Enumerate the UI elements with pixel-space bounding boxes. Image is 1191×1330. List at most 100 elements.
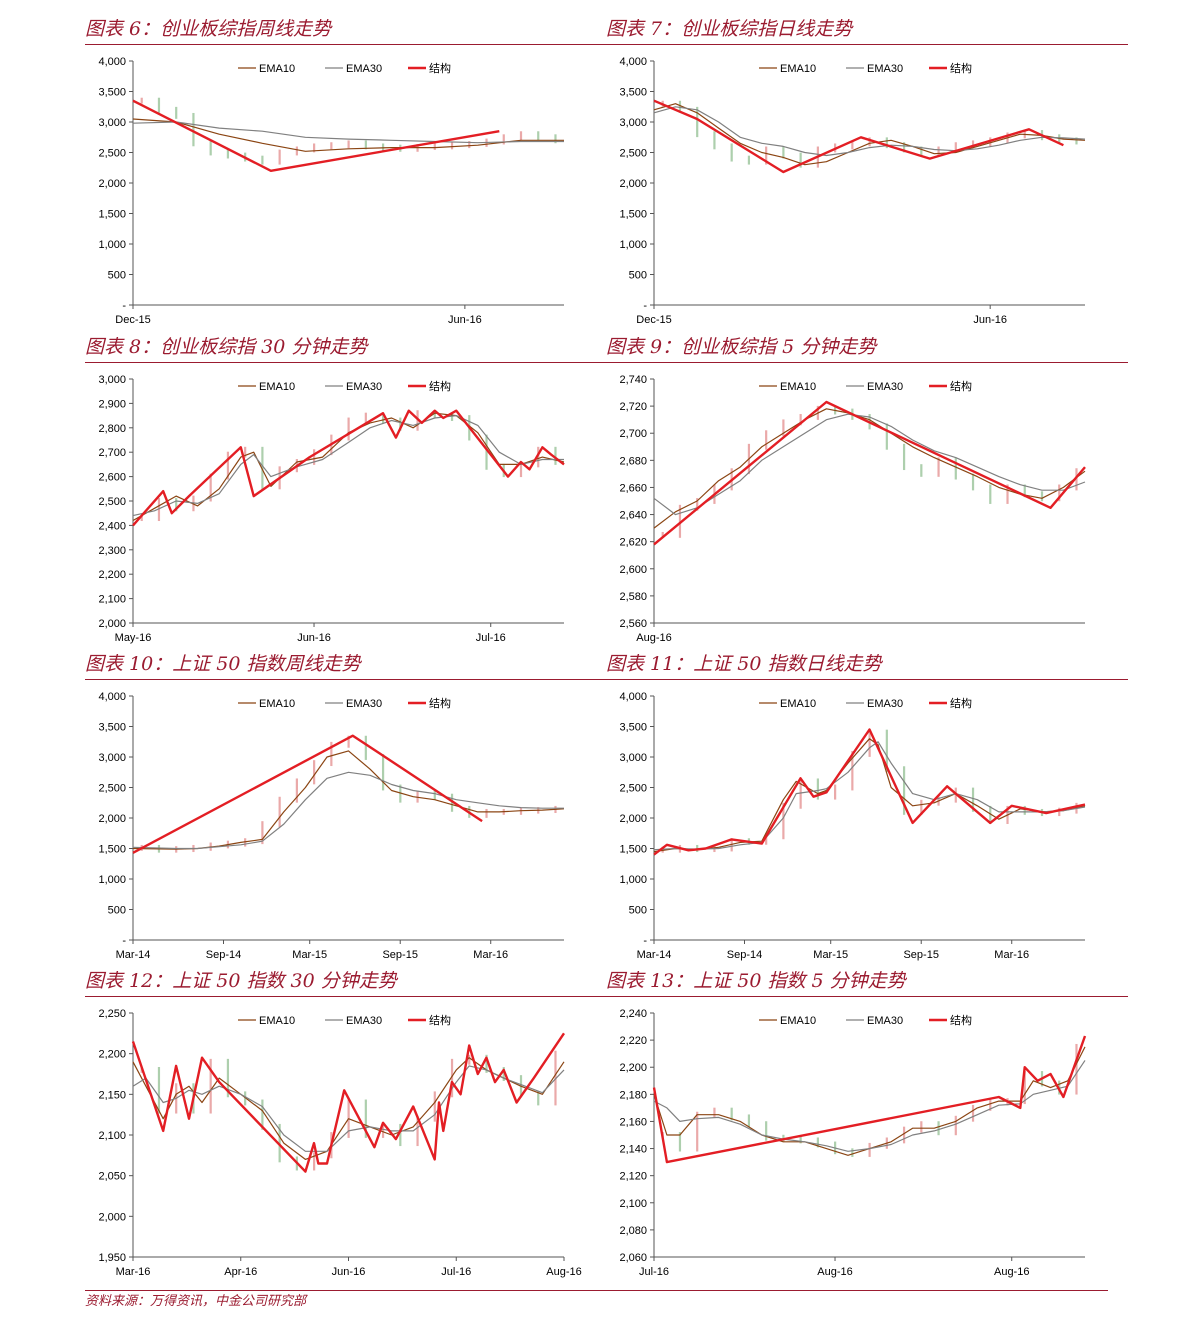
candle: [468, 141, 471, 149]
candle: [313, 1152, 316, 1171]
candle: [175, 498, 178, 512]
chart-title: 图表 10：上证 50 指数周线走势: [85, 649, 607, 680]
candle: [1075, 1043, 1078, 1095]
y-tick-label: 2,160: [619, 1116, 647, 1128]
legend-label: EMA10: [780, 698, 816, 710]
ema30-line: [653, 413, 1086, 516]
structure-line: [653, 400, 1086, 546]
candle: [971, 140, 975, 149]
candle: [502, 1067, 505, 1081]
legend-label: EMA30: [867, 63, 903, 75]
legend-structure: 结构: [408, 696, 451, 710]
y-tick-label: 2,500: [619, 783, 647, 795]
candle: [330, 741, 333, 767]
y-tick-label: 2,500: [98, 496, 126, 508]
y-tick-label: 1,500: [98, 844, 126, 856]
legend-structure: 结构: [929, 61, 972, 75]
y-tick-label: 1,000: [619, 874, 647, 886]
candle: [834, 784, 837, 800]
y-tick-label: 2,700: [619, 428, 647, 440]
legend-label: EMA30: [346, 381, 382, 393]
structure-line: [132, 99, 500, 173]
candle: [450, 793, 454, 812]
candle: [868, 1142, 871, 1157]
candle: [885, 137, 888, 149]
y-tick-label: 3,000: [98, 752, 126, 764]
candle: [485, 1054, 488, 1073]
legend-structure: 结构: [408, 379, 451, 393]
candle: [313, 143, 316, 153]
ema10-line: [653, 408, 1086, 529]
candle: [937, 1121, 940, 1136]
candle: [1023, 1071, 1026, 1105]
y-tick-label: 2,220: [619, 1035, 647, 1047]
candle: [278, 149, 281, 165]
candle: [140, 515, 143, 522]
y-tick-label: 2,900: [98, 398, 126, 410]
ema30-line: [653, 1060, 1086, 1152]
y-tick-label: 3,000: [619, 752, 647, 764]
candle: [502, 134, 505, 145]
candle: [381, 412, 385, 424]
candle: [989, 805, 992, 824]
candle: [330, 142, 333, 150]
y-tick-label: -: [122, 935, 126, 947]
y-tick-label: 2,660: [619, 482, 647, 494]
y-tick-label: 2,060: [619, 1252, 647, 1264]
y-tick-label: 2,600: [98, 472, 126, 484]
y-tick-label: 500: [108, 270, 126, 282]
candle: [364, 1099, 367, 1138]
candle: [851, 140, 854, 150]
chart-panel-13: 图表 13：上证 50 指数 5 分钟走势 2,060 2,080 2,100 2,12…: [606, 966, 1128, 1281]
x-tick-label: May-16: [115, 632, 152, 644]
y-tick-label: 2,500: [98, 783, 126, 795]
y-tick-label: 2,000: [98, 1211, 126, 1223]
candle: [1058, 484, 1061, 502]
candle: [799, 152, 802, 168]
candle: [364, 412, 367, 424]
y-tick-label: 500: [629, 270, 647, 282]
candle: [1040, 491, 1044, 502]
candle: [381, 754, 385, 791]
y-tick-label: 4,000: [619, 56, 647, 68]
candle: [175, 106, 178, 119]
ema30-line: [132, 121, 564, 144]
y-tick-label: 2,500: [619, 148, 647, 160]
chart-panel-12: 图表 12：上证 50 指数 30 分钟走势 1,950 2,000 2,050 2,1…: [85, 966, 607, 1281]
candle: [971, 1104, 975, 1122]
candle: [226, 149, 230, 159]
legend-ema10: EMA10: [759, 1015, 816, 1027]
y-tick-label: 2,300: [98, 545, 126, 557]
candle: [537, 446, 540, 468]
y-tick-label: 1,000: [98, 874, 126, 886]
candle: [364, 140, 367, 150]
x-tick-label: Aug-16: [636, 632, 671, 644]
candle: [747, 155, 751, 165]
x-tick-label: Jun-16: [332, 1266, 366, 1278]
candle: [485, 808, 488, 818]
candle: [1006, 484, 1009, 504]
y-tick-label: 3,000: [619, 117, 647, 129]
legend-ema30: EMA30: [846, 1015, 903, 1027]
candle: [1023, 484, 1026, 498]
legend-label: 结构: [950, 696, 972, 710]
y-tick-label: 2,640: [619, 510, 647, 522]
legend-label: 结构: [429, 379, 451, 393]
candle: [519, 461, 523, 478]
legend-ema30: EMA30: [325, 1015, 382, 1027]
legend-structure: 结构: [929, 379, 972, 393]
ema30-line: [653, 106, 1086, 157]
candle: [554, 134, 557, 144]
y-tick-label: 2,000: [619, 813, 647, 825]
legend-ema30: EMA30: [325, 381, 382, 393]
chart-plot: - 500 1,000 1,500 2,000 2,500 3,000 3,500 4,000 M…: [619, 691, 1086, 961]
candle: [537, 1091, 540, 1106]
y-tick-label: 4,000: [619, 691, 647, 703]
candle: [765, 1121, 768, 1141]
ema10-line: [653, 738, 1086, 853]
candle: [765, 146, 768, 165]
candle: [730, 143, 733, 162]
candle: [226, 1058, 230, 1098]
legend-label: 结构: [429, 1013, 451, 1027]
y-tick-label: 2,100: [98, 594, 126, 606]
